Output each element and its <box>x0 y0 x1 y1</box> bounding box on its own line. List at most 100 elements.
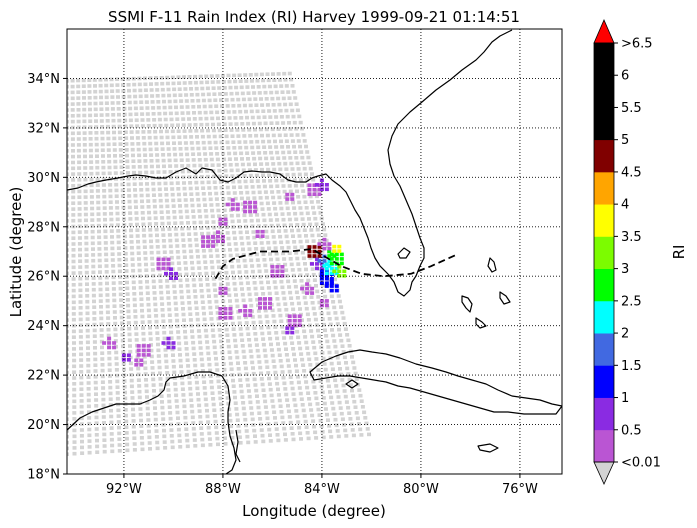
swath-pixel <box>124 425 129 429</box>
swath-pixel <box>119 309 124 314</box>
swath-pixel <box>233 344 238 348</box>
swath-pixel <box>187 175 192 179</box>
swath-pixel <box>331 333 336 338</box>
swath-pixel <box>205 80 210 85</box>
rain-pixel <box>107 345 112 350</box>
swath-pixel <box>184 341 189 345</box>
swath-pixel <box>297 267 302 272</box>
swath-pixel <box>237 315 242 320</box>
swath-pixel <box>226 236 231 241</box>
swath-pixel <box>96 194 101 199</box>
swath-pixel <box>122 385 127 389</box>
swath-pixel <box>287 369 292 374</box>
swath-pixel <box>107 374 112 378</box>
swath-pixel <box>122 367 126 372</box>
rain-pixel <box>270 265 275 269</box>
rain-pixel <box>292 314 297 318</box>
swath-pixel <box>100 345 104 350</box>
swath-pixel <box>82 137 87 141</box>
swath-pixel <box>164 359 169 364</box>
swath-pixel <box>71 213 76 217</box>
swath-pixel <box>260 133 264 138</box>
swath-pixel <box>139 424 144 428</box>
swath-pixel <box>308 256 313 260</box>
swath-pixel <box>295 375 300 379</box>
swath-pixel <box>234 162 239 167</box>
swath-pixel <box>269 150 274 155</box>
swath-pixel <box>220 73 225 78</box>
swath-pixel <box>260 286 265 290</box>
swath-pixel <box>167 93 172 98</box>
swath-pixel <box>154 141 159 146</box>
swath-pixel <box>216 122 221 127</box>
swath-pixel <box>306 155 311 160</box>
swath-pixel <box>71 207 76 211</box>
rain-pixel <box>136 344 141 348</box>
swath-pixel <box>261 337 266 341</box>
swath-pixel <box>223 214 228 218</box>
swath-pixel <box>300 250 305 255</box>
swath-pixel <box>137 165 142 169</box>
swath-pixel <box>137 257 141 261</box>
swath-pixel <box>101 171 106 176</box>
swath-pixel <box>111 118 116 123</box>
track-line <box>214 248 459 280</box>
swath-pixel <box>317 334 322 338</box>
rain-pixel <box>324 303 329 308</box>
swath-pixel <box>317 205 322 210</box>
swath-pixel <box>302 228 307 232</box>
swath-pixel <box>100 368 105 373</box>
swath-pixel <box>287 415 292 419</box>
swath-pixel <box>233 395 237 400</box>
rain-pixel <box>324 262 329 267</box>
swath-pixel <box>161 417 166 421</box>
swath-pixel <box>274 145 279 149</box>
swath-pixel <box>221 248 226 252</box>
swath-pixel <box>137 262 142 267</box>
chart-title: SSMI F-11 Rain Index (RI) Harvey 1999-09… <box>108 8 520 26</box>
swath-pixel <box>281 251 286 256</box>
swath-pixel <box>93 351 98 356</box>
swath-pixel <box>270 399 275 403</box>
swath-pixel <box>279 240 284 245</box>
swath-pixel <box>299 211 304 216</box>
swath-pixel <box>67 271 69 276</box>
swath-pixel <box>215 311 220 315</box>
swath-pixel <box>294 156 299 160</box>
swath-pixel <box>94 142 99 147</box>
swath-pixel <box>140 112 145 116</box>
swath-pixel <box>276 393 281 397</box>
swath-pixel <box>239 191 244 195</box>
rain-pixel <box>225 202 230 207</box>
swath-pixel <box>290 386 295 391</box>
swath-pixel <box>184 203 189 208</box>
swath-pixel <box>89 166 94 170</box>
swath-pixel <box>254 247 259 251</box>
swath-pixel <box>125 286 130 291</box>
swath-pixel <box>254 173 259 178</box>
swath-pixel <box>268 439 273 443</box>
rain-pixel <box>258 297 262 301</box>
swath-pixel <box>210 116 215 121</box>
swath-pixel <box>169 422 173 427</box>
swath-pixel <box>154 314 159 318</box>
swath-pixel <box>192 220 197 225</box>
swath-pixel <box>179 289 184 294</box>
swath-pixel <box>196 98 201 103</box>
swath-pixel <box>71 160 75 165</box>
swath-pixel <box>284 268 289 272</box>
swath-pixel <box>257 91 262 95</box>
swath-pixel <box>140 124 145 128</box>
swath-pixel <box>161 319 166 323</box>
swath-pixel <box>100 380 105 384</box>
swath-pixel <box>167 405 172 409</box>
swath-pixel <box>109 420 114 425</box>
swath-pixel <box>273 206 278 211</box>
colorbar-frame <box>593 42 615 463</box>
swath-pixel <box>328 322 333 327</box>
swath-pixel <box>96 206 101 211</box>
swath-pixel <box>158 198 163 203</box>
swath-pixel <box>259 326 264 330</box>
swath-pixel <box>148 147 153 152</box>
swath-pixel <box>202 380 207 384</box>
